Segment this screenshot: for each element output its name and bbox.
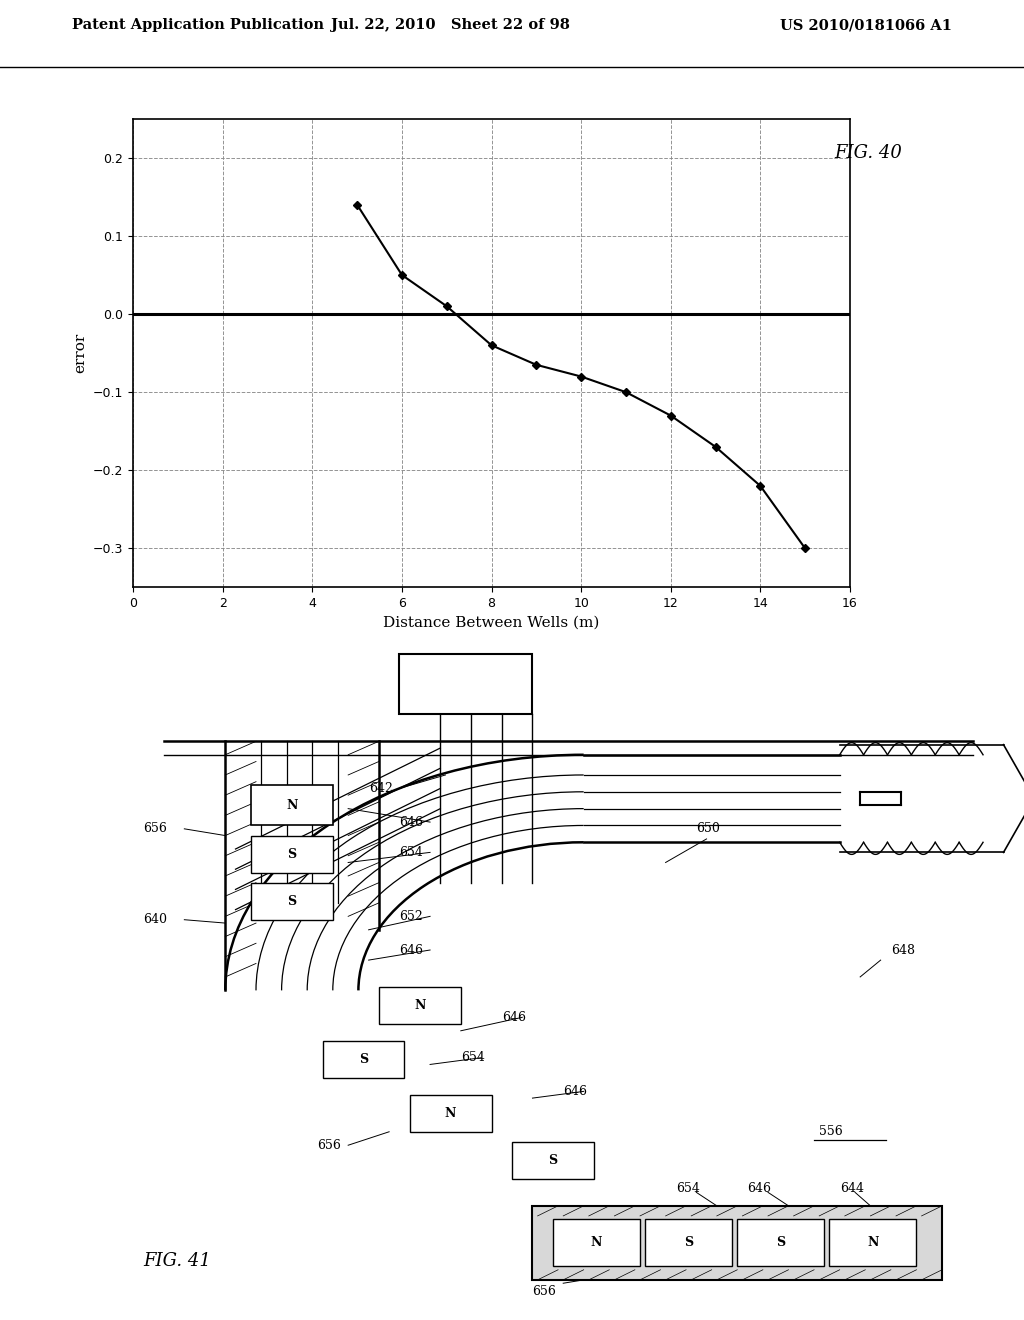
X-axis label: Distance Between Wells (m): Distance Between Wells (m) <box>383 615 600 630</box>
Text: 556: 556 <box>819 1125 843 1138</box>
Text: S: S <box>776 1237 785 1249</box>
Text: 646: 646 <box>399 944 423 957</box>
Text: Jul. 22, 2010   Sheet 22 of 98: Jul. 22, 2010 Sheet 22 of 98 <box>331 18 570 33</box>
FancyBboxPatch shape <box>251 836 333 873</box>
FancyBboxPatch shape <box>512 1142 594 1179</box>
Text: 646: 646 <box>563 1085 587 1098</box>
Text: 646: 646 <box>748 1183 771 1196</box>
Text: 648: 648 <box>891 944 914 957</box>
FancyBboxPatch shape <box>323 1041 404 1078</box>
Text: S: S <box>288 895 296 908</box>
Text: S: S <box>684 1237 693 1249</box>
FancyBboxPatch shape <box>645 1220 732 1266</box>
Text: FIG. 40: FIG. 40 <box>835 144 902 162</box>
Text: US 2010/0181066 A1: US 2010/0181066 A1 <box>780 18 952 33</box>
Text: 652: 652 <box>399 909 423 923</box>
FancyBboxPatch shape <box>379 987 461 1024</box>
FancyBboxPatch shape <box>829 1220 916 1266</box>
Text: S: S <box>288 847 296 861</box>
Text: 656: 656 <box>317 1139 341 1152</box>
FancyBboxPatch shape <box>251 785 333 825</box>
FancyBboxPatch shape <box>410 1094 492 1131</box>
Text: 654: 654 <box>461 1051 484 1064</box>
Text: S: S <box>549 1154 557 1167</box>
FancyBboxPatch shape <box>251 883 333 920</box>
Text: N: N <box>444 1106 457 1119</box>
Text: N: N <box>286 799 298 812</box>
Text: 642: 642 <box>369 781 392 795</box>
Text: 654: 654 <box>399 846 423 859</box>
Text: 650: 650 <box>696 822 720 836</box>
Text: N: N <box>414 999 426 1012</box>
Text: N: N <box>867 1237 879 1249</box>
Text: 640: 640 <box>143 913 167 927</box>
Text: 656: 656 <box>532 1286 556 1299</box>
Text: 644: 644 <box>840 1183 863 1196</box>
FancyBboxPatch shape <box>532 1206 942 1280</box>
Text: FIG. 41: FIG. 41 <box>143 1253 211 1270</box>
Text: Patent Application Publication: Patent Application Publication <box>72 18 324 33</box>
FancyBboxPatch shape <box>399 653 532 714</box>
FancyBboxPatch shape <box>737 1220 824 1266</box>
Text: 654: 654 <box>676 1183 699 1196</box>
Text: 646: 646 <box>399 816 423 829</box>
Y-axis label: error: error <box>74 333 87 374</box>
Text: N: N <box>591 1237 602 1249</box>
Text: 656: 656 <box>143 822 167 836</box>
Text: S: S <box>359 1053 368 1065</box>
FancyBboxPatch shape <box>553 1220 640 1266</box>
Text: 646: 646 <box>502 1011 525 1024</box>
